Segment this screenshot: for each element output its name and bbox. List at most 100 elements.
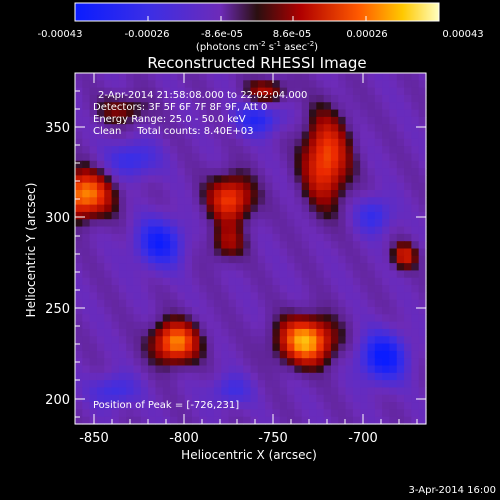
heatmap-cell [192, 394, 200, 403]
heatmap-cell [323, 226, 332, 235]
heatmap-cell [338, 233, 347, 242]
heatmap-cell [213, 292, 222, 301]
heatmap-cell [411, 204, 420, 213]
heatmap-cell [243, 153, 252, 162]
heatmap-cell [221, 307, 230, 315]
heatmap-cell [235, 285, 244, 293]
heatmap-cell [404, 226, 412, 235]
heatmap-cell [228, 343, 237, 352]
heatmap-cell [279, 285, 288, 293]
heatmap-cell [192, 321, 200, 330]
heatmap-cell [89, 87, 98, 96]
heatmap-cell [396, 394, 405, 403]
x-axis [93, 73, 418, 424]
heatmap-cell [148, 131, 157, 140]
heatmap-cell [170, 394, 178, 403]
heatmap-cell [75, 109, 83, 118]
heatmap-cell [170, 380, 178, 389]
heatmap-cell [418, 153, 427, 162]
heatmap-cell [89, 109, 98, 118]
heatmap-cell [170, 350, 178, 359]
heatmap-cell [82, 343, 91, 352]
heatmap-cell [301, 336, 310, 345]
heatmap-cell [75, 372, 83, 381]
heatmap-cell [287, 87, 295, 96]
heatmap-cell [206, 73, 215, 81]
heatmap-cell [323, 402, 332, 410]
heatmap-cell [352, 263, 361, 272]
heatmap-cell [287, 372, 295, 381]
heatmap-cell [126, 328, 135, 337]
heatmap-cell [126, 219, 135, 228]
heatmap-cell [177, 372, 186, 381]
heatmap-cell [382, 336, 391, 345]
heatmap-cell [330, 350, 339, 359]
heatmap-cell [418, 255, 427, 264]
heatmap-cell [257, 211, 266, 220]
colorbar: -0.00043 -0.00026 -8.6e-05 8.6e-05 0.000… [38, 2, 484, 53]
heatmap-cell [126, 116, 135, 125]
heatmap-cell [367, 211, 376, 220]
heatmap-cell [133, 168, 142, 176]
heatmap-cell [89, 336, 98, 345]
heatmap-cell [257, 270, 266, 279]
heatmap-cell [265, 160, 274, 169]
heatmap-cell [374, 197, 383, 206]
y-tick-label: 300 [45, 211, 70, 226]
heatmap-cell [265, 153, 274, 162]
heatmap-cell [374, 146, 383, 155]
heatmap-cell [177, 80, 186, 89]
heatmap-cell [411, 168, 420, 176]
heatmap-cell [330, 175, 339, 184]
heatmap-cell [140, 277, 149, 286]
heatmap-cell [148, 409, 157, 418]
heatmap-cell [294, 153, 303, 162]
heatmap-cell [374, 211, 383, 220]
heatmap-cell [265, 277, 274, 286]
heatmap-cell [287, 182, 295, 191]
heatmap-cell [177, 124, 186, 133]
heatmap-cell [352, 175, 361, 184]
heatmap-cell [243, 197, 252, 206]
heatmap-cell [221, 387, 230, 396]
heatmap-cell [126, 307, 135, 315]
heatmap-cell [155, 109, 164, 118]
heatmap-cell [323, 131, 332, 140]
heatmap-cell [104, 219, 113, 228]
heatmap-cell [155, 350, 164, 359]
heatmap-cell [118, 409, 127, 418]
heatmap-cell [257, 102, 266, 111]
heatmap-cell [75, 226, 83, 235]
heatmap-cell [345, 87, 354, 96]
heatmap-cell [148, 380, 157, 389]
heatmap-cell [75, 314, 83, 323]
heatmap-cell [133, 409, 142, 418]
heatmap-cell [155, 248, 164, 257]
heatmap-cell [323, 336, 332, 345]
heatmap-cell [206, 336, 215, 345]
heatmap-cell [199, 307, 208, 315]
heatmap-cell [82, 365, 91, 374]
heatmap-cell [257, 285, 266, 293]
heatmap-cell [250, 358, 259, 367]
heatmap-cell [382, 168, 391, 176]
heatmap-cell [206, 190, 215, 198]
heatmap-cell [250, 336, 259, 345]
heatmap-cell [265, 226, 274, 235]
heatmap-cell [206, 204, 215, 213]
heatmap-cell [126, 175, 135, 184]
heatmap-cell [235, 409, 244, 418]
heatmap-cell [374, 248, 383, 257]
heatmap-cell [265, 292, 274, 301]
heatmap-cell [272, 321, 281, 330]
heatmap-cell [199, 402, 208, 410]
heatmap-cell [404, 387, 412, 396]
heatmap-cell [104, 87, 113, 96]
heatmap-cell [111, 343, 120, 352]
heatmap-cell [272, 365, 281, 374]
heatmap-cell [155, 87, 164, 96]
heatmap-cell [367, 402, 376, 410]
heatmap-cell [89, 394, 98, 403]
heatmap-cell [265, 402, 274, 410]
heatmap-cell [213, 350, 222, 359]
